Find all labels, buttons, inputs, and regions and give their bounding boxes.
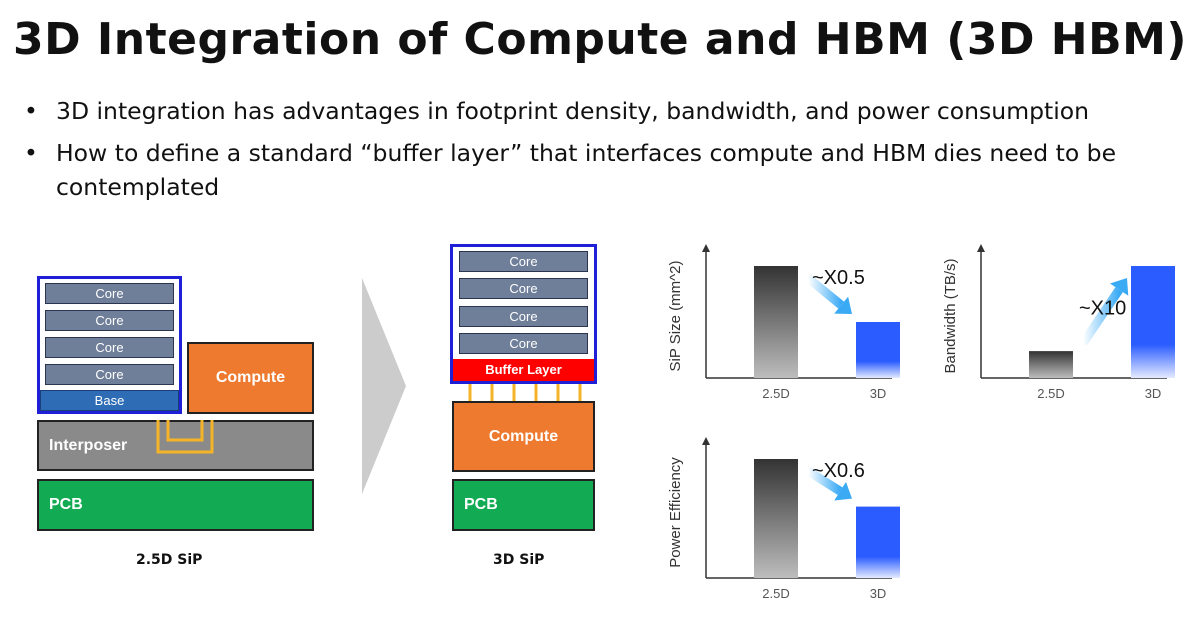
- x-tick-label: 3D: [870, 586, 887, 601]
- interconnect-wires: [156, 420, 214, 454]
- core-layer: Core: [459, 306, 588, 327]
- sip-size-chart: SiP Size (mm^2) 2.5D 3D ~X0.5: [667, 244, 900, 401]
- bandwidth-chart: Bandwidth (TB/s) 2.5D 3D ~X10: [942, 244, 1175, 401]
- x-tick-label: 3D: [1145, 386, 1162, 401]
- bar-2-5d: [754, 266, 798, 378]
- core-layer: Core: [45, 364, 174, 385]
- pcb-label: PCB: [464, 496, 498, 513]
- bullet-item: How to define a standard “buffer layer” …: [20, 136, 1190, 204]
- y-axis-label: Power Efficiency: [667, 457, 684, 568]
- micro-bumps: [468, 384, 582, 402]
- transition-arrow: [362, 278, 406, 494]
- trend-arrow: [805, 274, 852, 314]
- compute-die-label: Compute: [488, 428, 559, 445]
- interposer-label: Interposer: [49, 437, 128, 454]
- trend-arrow: [1079, 278, 1129, 346]
- compute-die: Compute: [452, 401, 595, 472]
- x-tick-label: 2.5D: [1037, 386, 1064, 401]
- bar-3d: [1131, 266, 1175, 378]
- core-layer: Core: [459, 278, 588, 299]
- change-annotation: ~X0.6: [812, 460, 865, 482]
- y-axis-label: Bandwidth (TB/s): [942, 258, 959, 373]
- bar-3d: [856, 322, 900, 378]
- bullet-list: 3D integration has advantages in footpri…: [20, 94, 1190, 212]
- change-annotation: ~X0.5: [812, 267, 865, 289]
- caption-2-5d: 2.5D SiP: [136, 552, 203, 568]
- y-axis-label: SiP Size (mm^2): [667, 261, 684, 372]
- core-layer: Core: [459, 251, 588, 272]
- pcb-label: PCB: [49, 496, 83, 513]
- bar-3d: [856, 506, 900, 578]
- x-tick-label: 3D: [870, 386, 887, 401]
- bar-2-5d: [1029, 351, 1073, 378]
- core-layer: Core: [459, 333, 588, 354]
- interposer: Interposer: [37, 420, 314, 471]
- x-tick-label: 2.5D: [762, 386, 789, 401]
- compute-die-label: Compute: [215, 369, 286, 386]
- core-layer: Core: [45, 283, 174, 304]
- core-layer: Core: [45, 310, 174, 331]
- trend-arrow: [805, 467, 852, 501]
- x-tick-label: 2.5D: [762, 586, 789, 601]
- bullet-item: 3D integration has advantages in footpri…: [20, 94, 1190, 128]
- pcb: PCB: [37, 479, 314, 531]
- core-layer: Core: [45, 337, 174, 358]
- slide-title: 3D Integration of Compute and HBM (3D HB…: [12, 14, 1188, 65]
- compute-die: Compute: [187, 342, 314, 414]
- bar-2-5d: [754, 459, 798, 578]
- pcb: PCB: [452, 479, 595, 531]
- power-efficiency-chart: Power Efficiency 2.5D 3D ~X0.6: [667, 437, 900, 601]
- buffer-layer: Buffer Layer: [453, 359, 594, 381]
- change-annotation: ~X10: [1079, 298, 1126, 320]
- caption-3d: 3D SiP: [493, 552, 545, 568]
- base-layer: Base: [40, 390, 179, 411]
